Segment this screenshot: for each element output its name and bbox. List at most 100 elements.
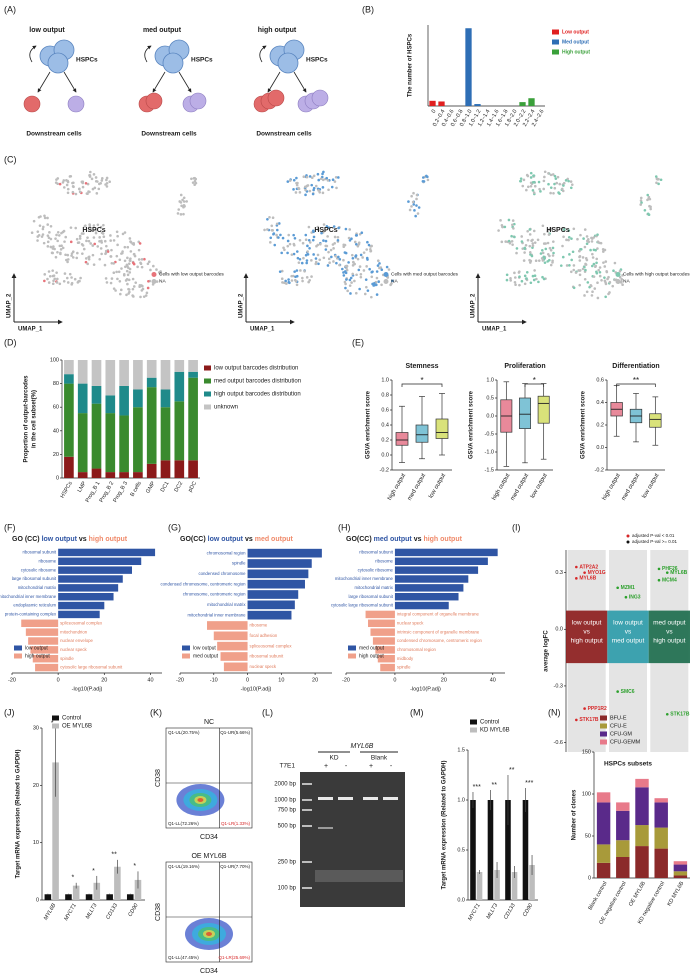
umap-cell xyxy=(299,269,302,272)
umap-cell xyxy=(363,292,367,296)
umap-cell xyxy=(570,183,574,186)
umap-cell xyxy=(523,247,527,250)
term-label: protein-containing complex xyxy=(5,612,57,617)
umap-cell xyxy=(41,233,45,236)
bar xyxy=(438,101,445,106)
umap-cell xyxy=(539,190,542,193)
umap-cell xyxy=(74,192,78,196)
umap-cell xyxy=(562,235,565,239)
umap-cell xyxy=(511,223,514,227)
umap-cell xyxy=(389,283,392,287)
downstream-cell xyxy=(23,95,41,113)
umap-cell xyxy=(286,239,290,243)
umap-cell xyxy=(513,280,517,284)
bar xyxy=(119,415,129,473)
umap-cell xyxy=(366,240,369,244)
umap-cell xyxy=(412,203,416,206)
umap-cell xyxy=(71,190,75,194)
umap-cell xyxy=(525,277,528,280)
bar xyxy=(654,827,668,849)
term-label: cytosolic ribosome xyxy=(358,567,394,572)
umap-cell xyxy=(78,234,82,238)
umap-cell xyxy=(503,225,507,229)
ladder-band xyxy=(302,887,312,889)
y-tick-label: 100 xyxy=(50,357,59,363)
umap-cell xyxy=(126,264,129,268)
umap-cell xyxy=(414,214,417,218)
umap-cell xyxy=(128,259,132,262)
umap-cell xyxy=(49,225,53,228)
umap-cell xyxy=(505,273,509,277)
umap-cell xyxy=(518,275,521,279)
umap-cell xyxy=(332,260,335,263)
title-part: med output xyxy=(255,536,294,543)
umap-cell xyxy=(327,188,330,192)
umap-cell xyxy=(567,179,570,183)
gene-point xyxy=(665,712,669,716)
umap-cell xyxy=(541,275,544,279)
umap-cell xyxy=(532,229,536,233)
gel-lane: - xyxy=(390,763,393,770)
umap-cell xyxy=(426,178,430,182)
panel-label: (N) xyxy=(548,707,561,717)
umap-cell xyxy=(180,204,183,208)
umap-cell xyxy=(562,184,565,187)
umap-cell xyxy=(578,249,581,253)
umap-cell xyxy=(77,187,81,191)
umap-cell xyxy=(306,250,309,253)
bar xyxy=(394,592,459,601)
legend-swatch xyxy=(615,278,621,284)
umap-cell xyxy=(531,189,535,192)
legend-swatch xyxy=(151,271,157,277)
umap-cell xyxy=(280,251,283,255)
bar xyxy=(85,894,93,900)
umap-cell xyxy=(306,244,309,248)
term-label: spindle xyxy=(60,656,74,661)
umap-cell xyxy=(549,248,553,252)
flow-xlabel: CD34 xyxy=(200,834,218,841)
umap-cell xyxy=(360,231,364,235)
umap-cell xyxy=(52,279,55,283)
umap-cell xyxy=(356,244,360,248)
umap-cell xyxy=(358,265,362,268)
umap-cell xyxy=(604,281,607,284)
umap-cell xyxy=(312,235,316,239)
umap-cell xyxy=(574,271,578,274)
umap-cell xyxy=(509,277,512,280)
legend-swatch xyxy=(600,723,607,729)
umap-cell xyxy=(546,252,550,256)
umap-cell xyxy=(554,177,558,180)
umap-cell xyxy=(305,175,309,179)
umap-cell xyxy=(370,295,373,299)
x-tick-label: 0 xyxy=(57,677,60,683)
umap-cell xyxy=(357,268,361,272)
umap-cell xyxy=(73,277,77,281)
y-tick-label: 100 xyxy=(582,791,591,797)
bar xyxy=(133,360,143,390)
umap-center-label: HSPCs xyxy=(82,227,105,234)
umap-cell xyxy=(146,262,150,266)
umap-cell xyxy=(590,294,594,297)
ladder-label: 250 bp xyxy=(278,860,297,866)
bar xyxy=(133,389,143,408)
umap-cell xyxy=(567,229,571,232)
umap-cell xyxy=(116,243,119,247)
umap-cell xyxy=(69,240,73,244)
umap-cell xyxy=(366,258,369,261)
umap-cell xyxy=(410,205,413,208)
umap-cell xyxy=(75,256,79,260)
umap-cell xyxy=(331,178,335,182)
umap-cell xyxy=(94,228,97,232)
bar xyxy=(58,575,123,583)
group-title: high output xyxy=(258,27,297,34)
term-label: spliceosomal complex xyxy=(60,620,103,625)
umap-cell xyxy=(125,293,128,297)
y-tick-label: 0.6 xyxy=(596,377,604,383)
gel-lane: + xyxy=(324,763,328,770)
y-tick-label: 1.0 xyxy=(457,797,465,803)
box xyxy=(415,424,429,443)
bar xyxy=(596,862,611,878)
bar xyxy=(394,584,464,592)
umap-cell xyxy=(59,248,63,251)
umap-cell xyxy=(43,214,46,218)
